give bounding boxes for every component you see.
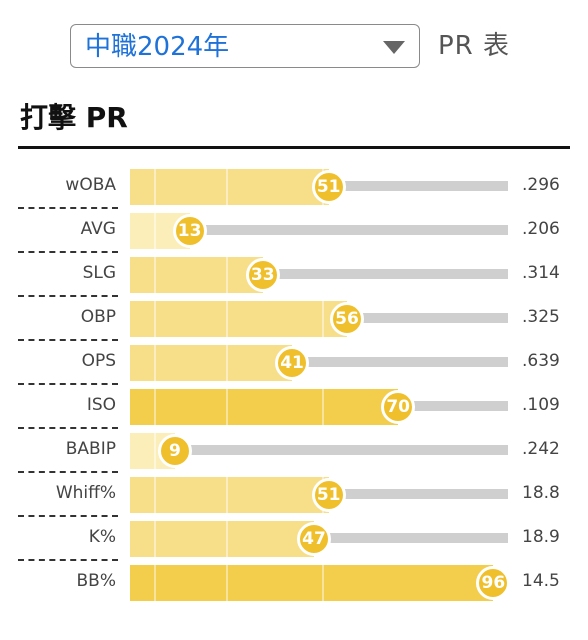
stat-value: .296	[522, 175, 560, 195]
bar-gridline	[154, 169, 156, 205]
section-divider	[18, 146, 570, 149]
pr-badge: 41	[275, 346, 310, 380]
pr-bar	[130, 477, 329, 513]
bar-gridline	[154, 477, 156, 513]
bar-gridline	[226, 345, 228, 381]
row-divider	[18, 515, 118, 517]
row-divider	[18, 295, 118, 297]
pr-track	[130, 225, 508, 235]
pr-row: OPS 41 .639	[0, 341, 588, 385]
pr-track	[130, 357, 508, 367]
stat-label: ISO	[86, 395, 116, 415]
stat-value: 14.5	[522, 571, 560, 591]
stat-label: OBP	[80, 307, 116, 327]
stat-label: BB%	[76, 571, 116, 591]
pr-row: wOBA 51 .296	[0, 165, 588, 209]
row-divider	[18, 251, 118, 253]
stat-value: .206	[522, 219, 560, 239]
bar-gridline	[226, 565, 228, 601]
stat-value: 18.8	[522, 483, 560, 503]
pr-bar	[130, 521, 315, 557]
pr-bar	[130, 169, 329, 205]
row-divider	[18, 339, 118, 341]
bar-gridline	[154, 213, 156, 249]
bar-gridline	[154, 389, 156, 425]
pr-bar	[130, 257, 263, 293]
pr-badge: 33	[245, 258, 280, 292]
bar-gridline	[226, 257, 228, 293]
pr-badge: 47	[297, 522, 332, 556]
stat-label: wOBA	[65, 175, 116, 195]
pr-row: BABIP 9 .242	[0, 429, 588, 473]
bar-gridline	[322, 389, 324, 425]
pr-track	[130, 445, 508, 455]
pr-track	[130, 269, 508, 279]
season-select[interactable]: 中職2024年	[70, 24, 420, 68]
pr-badge: 70	[381, 390, 416, 424]
row-divider	[18, 471, 118, 473]
row-divider	[18, 383, 118, 385]
pr-bar	[130, 389, 399, 425]
pr-row: Whiff% 51 18.8	[0, 473, 588, 517]
pr-row: SLG 33 .314	[0, 253, 588, 297]
bar-gridline	[154, 565, 156, 601]
stat-value: .242	[522, 439, 560, 459]
pr-bar	[130, 345, 293, 381]
chevron-down-icon[interactable]	[383, 41, 405, 54]
stat-label: SLG	[82, 263, 116, 283]
bar-gridline	[322, 565, 324, 601]
header: 中職2024年 PR 表	[70, 24, 530, 72]
stat-label: Whiff%	[55, 483, 116, 503]
bar-gridline	[154, 433, 156, 469]
stat-label: OPS	[81, 351, 116, 371]
pr-badge: 56	[329, 302, 364, 336]
pr-bar	[130, 565, 494, 601]
pr-badge: 13	[172, 214, 207, 248]
stat-value: .314	[522, 263, 560, 283]
bar-gridline	[154, 301, 156, 337]
pr-badge: 51	[311, 478, 346, 512]
bar-gridline	[154, 345, 156, 381]
stat-value: 18.9	[522, 527, 560, 547]
section-title: 打擊 PR	[20, 101, 128, 134]
stat-label: AVG	[80, 219, 116, 239]
bar-gridline	[322, 301, 324, 337]
bar-gridline	[226, 389, 228, 425]
pr-row: ISO 70 .109	[0, 385, 588, 429]
pr-badge: 51	[311, 170, 346, 204]
pr-bar	[130, 301, 347, 337]
stat-label: BABIP	[65, 439, 116, 459]
pr-table-label: PR 表	[438, 31, 511, 61]
bar-gridline	[154, 521, 156, 557]
stat-value: .639	[522, 351, 560, 371]
stat-value: .325	[522, 307, 560, 327]
row-divider	[18, 559, 118, 561]
pr-row: OBP 56 .325	[0, 297, 588, 341]
pr-row: AVG 13 .206	[0, 209, 588, 253]
bar-gridline	[226, 477, 228, 513]
pr-badge: 9	[157, 434, 192, 468]
bar-gridline	[226, 521, 228, 557]
pr-rows: wOBA 51 .296 AVG 13 .206 SLG 33 .314 OBP 56 .325 OPS…	[0, 165, 588, 605]
pr-row: BB% 96 14.5	[0, 561, 588, 605]
bar-gridline	[226, 301, 228, 337]
row-divider	[18, 207, 118, 209]
stat-value: .109	[522, 395, 560, 415]
stat-label: K%	[88, 527, 116, 547]
row-divider	[18, 427, 118, 429]
pr-row: K% 47 18.9	[0, 517, 588, 561]
bar-gridline	[226, 169, 228, 205]
bar-gridline	[154, 257, 156, 293]
pr-badge: 96	[476, 566, 511, 600]
season-select-value: 中職2024年	[85, 32, 230, 62]
